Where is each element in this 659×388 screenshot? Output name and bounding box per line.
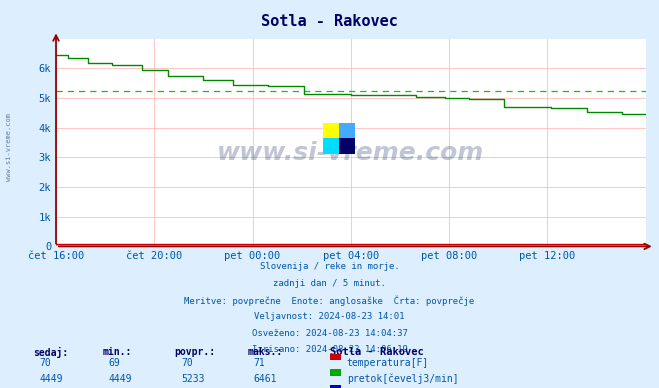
Text: www.si-vreme.com: www.si-vreme.com [5, 113, 12, 182]
Text: www.si-vreme.com: www.si-vreme.com [217, 141, 484, 165]
Text: Sotla - Rakovec: Sotla - Rakovec [261, 14, 398, 29]
Text: Slovenija / reke in morje.: Slovenija / reke in morje. [260, 262, 399, 271]
Text: 5233: 5233 [181, 374, 205, 384]
Text: Sotla - Rakovec: Sotla - Rakovec [330, 347, 423, 357]
Text: pretok[čevelj3/min]: pretok[čevelj3/min] [347, 374, 458, 384]
Text: Izrisano: 2024-08-23 14:06:19: Izrisano: 2024-08-23 14:06:19 [252, 345, 407, 354]
Text: maks.:: maks.: [247, 347, 282, 357]
Text: zadnji dan / 5 minut.: zadnji dan / 5 minut. [273, 279, 386, 288]
Text: povpr.:: povpr.: [175, 347, 215, 357]
Text: 4449: 4449 [109, 374, 132, 384]
Text: 69: 69 [109, 358, 121, 368]
Text: temperatura[F]: temperatura[F] [347, 358, 429, 368]
Text: Meritve: povprečne  Enote: anglosaške  Črta: povprečje: Meritve: povprečne Enote: anglosaške Črt… [185, 295, 474, 306]
Text: sedaj:: sedaj: [33, 347, 68, 358]
Text: 71: 71 [254, 358, 266, 368]
Text: 70: 70 [181, 358, 193, 368]
Text: 4449: 4449 [40, 374, 63, 384]
Text: Veljavnost: 2024-08-23 14:01: Veljavnost: 2024-08-23 14:01 [254, 312, 405, 321]
Text: 70: 70 [40, 358, 51, 368]
Text: min.:: min.: [102, 347, 132, 357]
Text: 6461: 6461 [254, 374, 277, 384]
Text: Osveženo: 2024-08-23 14:04:37: Osveženo: 2024-08-23 14:04:37 [252, 329, 407, 338]
